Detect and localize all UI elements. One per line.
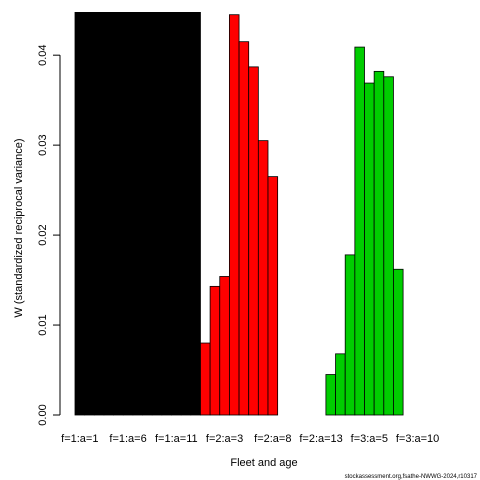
x-tick-label: f=3:a=5	[351, 433, 388, 445]
x-tick-label: f=2:a=3	[206, 433, 243, 445]
x-tick-label: f=2:a=8	[254, 433, 291, 445]
y-tick-label: 0.02	[37, 224, 49, 245]
y-tick-label: 0.01	[37, 314, 49, 335]
bar	[93, 12, 105, 416]
bar	[103, 12, 114, 416]
bar	[335, 353, 346, 416]
x-tick-label: f=1:a=11	[155, 433, 198, 445]
bar	[122, 12, 134, 416]
x-tick-label: f=3:a=10	[396, 433, 439, 445]
bar	[151, 12, 163, 416]
y-tick-label: 0.00	[37, 404, 49, 425]
bar	[364, 82, 375, 416]
bar	[267, 176, 279, 416]
bar	[209, 285, 221, 416]
y-axis-title: W (standardized reciprocal variance)	[13, 138, 25, 317]
bar	[180, 12, 192, 416]
x-tick-label: f=1:a=6	[109, 433, 146, 445]
x-tick-label: f=1:a=1	[61, 433, 98, 445]
bar	[257, 140, 269, 416]
bar	[132, 12, 143, 416]
bar	[325, 374, 336, 416]
y-tick-label: 0.04	[37, 44, 49, 65]
bar	[200, 342, 211, 416]
bar	[113, 12, 124, 416]
bar	[344, 254, 356, 416]
y-tick-label: 0.03	[37, 134, 49, 155]
x-axis-title: Fleet and age	[230, 457, 297, 469]
bar	[219, 276, 230, 416]
bar	[354, 46, 365, 416]
bar	[190, 12, 201, 416]
footer: stockassessment.org,fsathe-NWWG-2024,r10…	[345, 474, 478, 480]
bar	[373, 70, 385, 416]
bar	[383, 76, 394, 416]
bar	[84, 12, 95, 416]
bar	[228, 14, 240, 416]
bar	[142, 12, 153, 416]
bar	[74, 12, 86, 416]
bars	[74, 12, 404, 416]
bar	[393, 268, 404, 416]
bar	[171, 12, 182, 416]
x-tick-label: f=2:a=13	[299, 433, 342, 445]
bar	[248, 66, 259, 416]
bar	[238, 41, 250, 416]
bar	[161, 12, 172, 416]
